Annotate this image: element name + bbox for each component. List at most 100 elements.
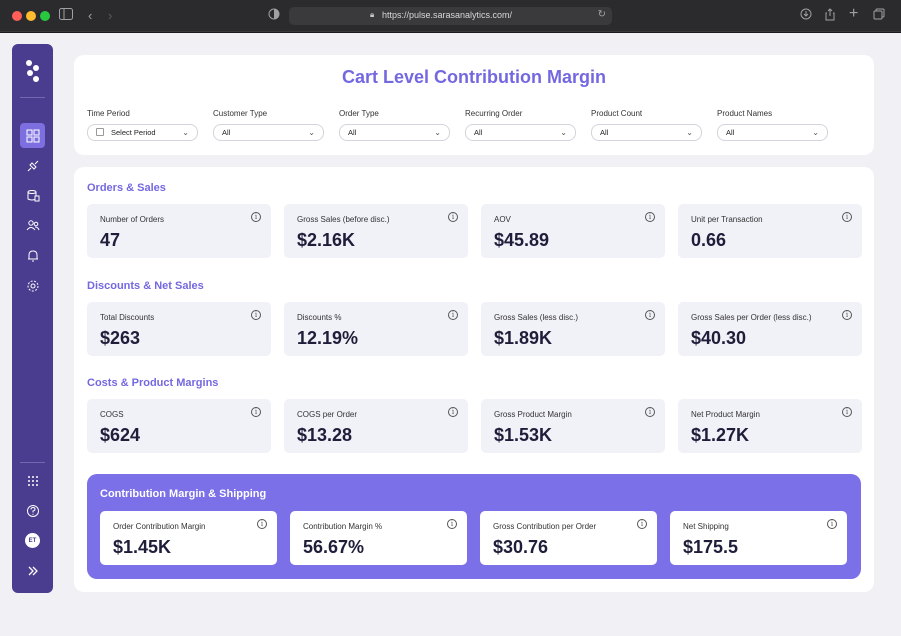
back-icon[interactable]: ‹: [88, 8, 93, 23]
sidebar-expand-button[interactable]: [20, 558, 45, 583]
info-icon[interactable]: i: [448, 310, 458, 320]
browser-toolbar: ‹ › 🔒︎ https://pulse.sarasanalytics.com/…: [0, 0, 901, 32]
minimize-window-button[interactable]: [26, 11, 36, 21]
maximize-window-button[interactable]: [40, 11, 50, 21]
info-icon[interactable]: i: [842, 407, 852, 417]
tabs-overview-icon[interactable]: [873, 8, 885, 24]
sidebar-item-settings[interactable]: [20, 273, 45, 298]
metric-value: $624: [100, 425, 141, 445]
metric-label: Gross Sales (before disc.): [297, 215, 390, 224]
filter-value: All: [726, 128, 735, 137]
filter-label: Product Count: [591, 109, 643, 118]
order-type-select[interactable]: All ⌄: [339, 124, 450, 141]
sidebar-item-apps[interactable]: [20, 468, 45, 493]
metric-label: Gross Contribution per Order: [493, 522, 597, 531]
sidebar-item-data[interactable]: [20, 183, 45, 208]
section-title-costs-product-margins: Costs & Product Margins: [87, 377, 219, 389]
info-icon[interactable]: i: [645, 407, 655, 417]
metric-label: Gross Product Margin: [494, 410, 572, 419]
metric-label: Unit per Transaction: [691, 215, 763, 224]
filter-product-count: Product Count All ⌄: [591, 109, 702, 141]
info-icon[interactable]: i: [257, 519, 267, 529]
sidebar: ET: [12, 44, 53, 593]
lock-icon: 🔒︎: [370, 10, 375, 19]
info-icon[interactable]: i: [645, 310, 655, 320]
contribution-panel: Contribution Margin & Shipping Order Con…: [87, 474, 861, 579]
metric-card: COGS i $624: [87, 399, 271, 453]
metric-card: Contribution Margin % i 56.67%: [290, 511, 467, 565]
metric-card: Order Contribution Margin i $1.45K: [100, 511, 277, 565]
share-icon[interactable]: [824, 8, 836, 25]
metric-label: Total Discounts: [100, 313, 155, 322]
sidebar-divider: [20, 97, 45, 98]
privacy-shield-icon[interactable]: [268, 8, 280, 24]
chevron-down-icon: ⌄: [812, 128, 819, 137]
avatar: ET: [25, 533, 40, 548]
chevron-down-icon: ⌄: [560, 128, 567, 137]
filter-value: Select Period: [111, 128, 156, 137]
sidebar-toggle-icon[interactable]: [59, 8, 73, 24]
metric-card: Gross Product Margin i $1.53K: [481, 399, 665, 453]
product-count-select[interactable]: All ⌄: [591, 124, 702, 141]
info-icon[interactable]: i: [637, 519, 647, 529]
help-icon: [26, 504, 39, 517]
metric-label: AOV: [494, 215, 511, 224]
metric-card: Gross Contribution per Order i $30.76: [480, 511, 657, 565]
metric-label: Net Shipping: [683, 522, 729, 531]
metric-card: Number of Orders i 47: [87, 204, 271, 258]
sidebar-item-notifications[interactable]: [20, 243, 45, 268]
metric-label: Order Contribution Margin: [113, 522, 206, 531]
filter-label: Recurring Order: [465, 109, 523, 118]
metric-label: Gross Sales per Order (less disc.): [691, 313, 812, 322]
sidebar-item-integrations[interactable]: [20, 153, 45, 178]
forward-icon[interactable]: ›: [108, 8, 113, 23]
metric-value: $1.27K: [691, 425, 750, 445]
metric-label: Discounts %: [297, 313, 342, 322]
new-tab-icon[interactable]: +: [849, 5, 859, 22]
info-icon[interactable]: i: [447, 519, 457, 529]
sidebar-item-help[interactable]: [20, 498, 45, 523]
info-icon[interactable]: i: [842, 310, 852, 320]
info-icon[interactable]: i: [251, 310, 261, 320]
gear-icon: [27, 280, 38, 291]
info-icon[interactable]: i: [645, 212, 655, 222]
grid-icon: [26, 129, 39, 142]
metric-label: Net Product Margin: [691, 410, 760, 419]
calendar-icon: [96, 128, 104, 136]
filter-label: Order Type: [339, 109, 379, 118]
info-icon[interactable]: i: [448, 407, 458, 417]
recurring-order-select[interactable]: All ⌄: [465, 124, 576, 141]
info-icon[interactable]: i: [842, 212, 852, 222]
reload-icon[interactable]: ↻: [597, 9, 606, 20]
metric-card: Unit per Transaction i 0.66: [678, 204, 862, 258]
product-names-select[interactable]: All ⌄: [717, 124, 828, 141]
database-icon: [27, 189, 39, 201]
metric-value: $1.53K: [494, 425, 553, 445]
sidebar-item-users[interactable]: [20, 213, 45, 238]
metric-value: $1.89K: [494, 328, 553, 348]
filter-value: All: [600, 128, 609, 137]
info-icon[interactable]: i: [251, 212, 261, 222]
metric-card: COGS per Order i $13.28: [284, 399, 468, 453]
time-period-select[interactable]: Select Period ⌄: [87, 124, 198, 141]
metric-label: COGS per Order: [297, 410, 358, 419]
double-chevron-right-icon: [28, 566, 38, 575]
metric-value: $263: [100, 328, 141, 348]
page-title: Cart Level Contribution Margin: [341, 67, 606, 87]
metric-label: Number of Orders: [100, 215, 165, 224]
info-icon[interactable]: i: [448, 212, 458, 222]
section-title-orders-sales: Orders & Sales: [87, 182, 166, 194]
download-icon[interactable]: [800, 8, 812, 24]
info-icon[interactable]: i: [827, 519, 837, 529]
info-icon[interactable]: i: [251, 407, 261, 417]
apps-grid-icon: [27, 475, 38, 486]
close-window-button[interactable]: [12, 11, 22, 21]
filters-card: Cart Level Contribution Margin Time Peri…: [74, 55, 874, 155]
filter-label: Product Names: [717, 109, 773, 118]
address-bar[interactable]: 🔒︎ https://pulse.sarasanalytics.com/ ↻: [289, 7, 612, 25]
customer-type-select[interactable]: All ⌄: [213, 124, 324, 141]
chevron-down-icon: ⌄: [434, 128, 441, 137]
sidebar-item-profile[interactable]: ET: [20, 528, 45, 553]
filter-value: All: [348, 128, 357, 137]
sidebar-item-dashboard[interactable]: [20, 123, 45, 148]
